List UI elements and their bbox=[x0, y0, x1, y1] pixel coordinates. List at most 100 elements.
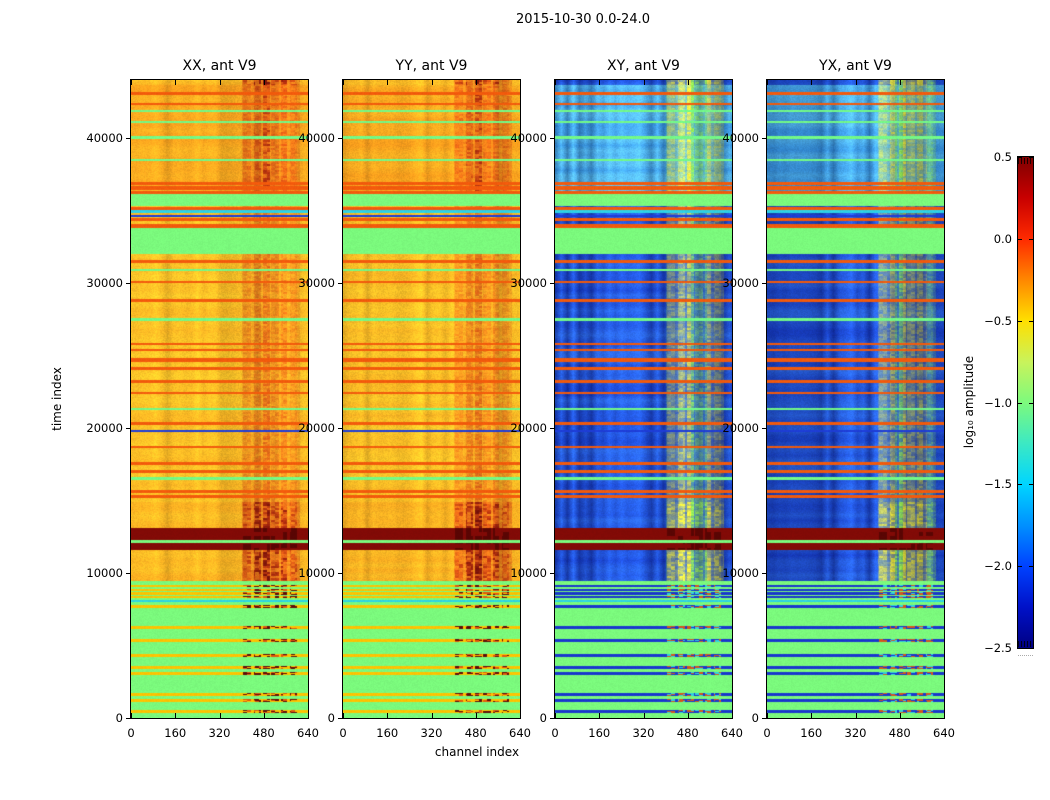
y-axis-label: time index bbox=[50, 367, 64, 431]
colorbar-tick-label: 0.0 bbox=[993, 231, 1012, 246]
y-tick-mark bbox=[338, 138, 343, 139]
y-tick-mark bbox=[550, 283, 555, 284]
panel-yx bbox=[766, 79, 945, 719]
x-tick-mark bbox=[131, 713, 132, 718]
x-tick-mark bbox=[687, 713, 689, 718]
y-tick-mark bbox=[550, 718, 555, 719]
y-tick-mark bbox=[550, 428, 555, 429]
x-axis-label: channel index bbox=[434, 745, 520, 759]
colorbar-tick-mark bbox=[1018, 484, 1022, 486]
colorbar-tick-mark bbox=[1018, 402, 1022, 404]
x-tick-mark bbox=[732, 713, 733, 718]
x-tick-mark-top bbox=[431, 80, 433, 85]
panel-title-yy: YY, ant V9 bbox=[395, 58, 468, 74]
y-tick-label: 30000 bbox=[722, 276, 759, 290]
x-tick-mark-top bbox=[855, 80, 857, 85]
x-tick-mark-top bbox=[219, 80, 221, 85]
x-tick-mark bbox=[555, 713, 556, 718]
y-tick-mark bbox=[126, 573, 131, 574]
colorbar-tick-mark-right bbox=[1029, 157, 1033, 158]
x-tick-label: 640 bbox=[721, 726, 743, 740]
y-tick-label: 0 bbox=[327, 711, 335, 725]
x-tick-label: 640 bbox=[509, 726, 531, 740]
x-tick-label: 320 bbox=[632, 726, 655, 740]
y-tick-label: 40000 bbox=[298, 131, 335, 145]
y-tick-mark bbox=[762, 283, 767, 284]
y-tick-label: 20000 bbox=[510, 421, 547, 435]
x-tick-label: 0 bbox=[339, 726, 347, 740]
x-tick-label: 480 bbox=[464, 726, 487, 740]
x-tick-mark bbox=[475, 713, 477, 718]
x-tick-label: 160 bbox=[800, 726, 823, 740]
x-tick-label: 320 bbox=[420, 726, 443, 740]
x-tick-mark bbox=[899, 713, 901, 718]
y-tick-label: 40000 bbox=[86, 131, 123, 145]
x-tick-mark-top bbox=[555, 80, 556, 85]
x-tick-label: 320 bbox=[844, 726, 867, 740]
x-tick-mark bbox=[599, 713, 601, 718]
y-tick-mark bbox=[126, 138, 131, 139]
x-tick-label: 160 bbox=[164, 726, 187, 740]
x-tick-mark-top bbox=[263, 80, 265, 85]
x-tick-mark-top bbox=[643, 80, 645, 85]
x-tick-mark bbox=[175, 713, 177, 718]
y-tick-label: 30000 bbox=[86, 276, 123, 290]
x-tick-mark bbox=[308, 713, 309, 718]
heatmap-yx-canvas bbox=[767, 80, 944, 718]
x-tick-mark-top bbox=[899, 80, 901, 85]
x-tick-label: 480 bbox=[252, 726, 275, 740]
x-tick-label: 480 bbox=[888, 726, 911, 740]
colorbar-tick-mark-right bbox=[1029, 238, 1033, 240]
x-tick-mark bbox=[219, 713, 221, 718]
x-tick-label: 0 bbox=[127, 726, 135, 740]
colorbar-tick-label: −0.5 bbox=[984, 313, 1012, 328]
y-tick-label: 10000 bbox=[86, 566, 123, 580]
colorbar-tick-mark bbox=[1018, 320, 1022, 322]
x-tick-label: 320 bbox=[208, 726, 231, 740]
panel-xy bbox=[554, 79, 733, 719]
colorbar-tick-mark-right bbox=[1029, 402, 1033, 404]
x-tick-mark-top bbox=[687, 80, 689, 85]
x-tick-mark bbox=[263, 713, 265, 718]
panel-xx bbox=[130, 79, 309, 719]
x-tick-mark-top bbox=[343, 80, 344, 85]
x-tick-mark bbox=[944, 713, 945, 718]
y-tick-label: 0 bbox=[539, 711, 547, 725]
heatmap-xx-canvas bbox=[131, 80, 308, 718]
x-tick-mark bbox=[520, 713, 521, 718]
y-tick-label: 10000 bbox=[510, 566, 547, 580]
heatmap-yy-canvas bbox=[343, 80, 520, 718]
colorbar-tick-mark-right bbox=[1029, 648, 1033, 649]
y-tick-label: 20000 bbox=[722, 421, 759, 435]
y-tick-label: 40000 bbox=[722, 131, 759, 145]
x-tick-mark bbox=[767, 713, 768, 718]
x-tick-label: 160 bbox=[588, 726, 611, 740]
x-tick-mark-top bbox=[599, 80, 601, 85]
x-tick-label: 0 bbox=[551, 726, 559, 740]
colorbar-tick-label: −1.5 bbox=[984, 477, 1012, 492]
colorbar-tick-mark bbox=[1018, 157, 1022, 158]
y-tick-label: 30000 bbox=[298, 276, 335, 290]
x-tick-mark-top bbox=[520, 80, 521, 85]
y-tick-mark bbox=[550, 138, 555, 139]
colorbar-bottom-hatch bbox=[1018, 641, 1033, 647]
colorbar-tick-label: −2.5 bbox=[984, 641, 1012, 655]
y-tick-mark bbox=[762, 718, 767, 719]
y-tick-label: 0 bbox=[115, 711, 123, 725]
figure-title: 2015-10-30 0.0-24.0 bbox=[516, 12, 650, 27]
panel-title-xy: XY, ant V9 bbox=[607, 58, 680, 74]
colorbar bbox=[1017, 156, 1034, 649]
y-tick-mark bbox=[126, 428, 131, 429]
colorbar-tick-mark-right bbox=[1029, 320, 1033, 322]
x-tick-mark-top bbox=[732, 80, 733, 85]
y-tick-mark bbox=[338, 283, 343, 284]
colorbar-tick-mark-right bbox=[1029, 484, 1033, 486]
x-tick-mark-top bbox=[308, 80, 309, 85]
x-tick-mark-top bbox=[387, 80, 389, 85]
colorbar-tick-mark bbox=[1018, 648, 1022, 649]
x-tick-label: 640 bbox=[297, 726, 319, 740]
colorbar-tick-label: 0.5 bbox=[993, 150, 1012, 164]
x-tick-label: 160 bbox=[376, 726, 399, 740]
colorbar-tick-mark bbox=[1018, 238, 1022, 240]
